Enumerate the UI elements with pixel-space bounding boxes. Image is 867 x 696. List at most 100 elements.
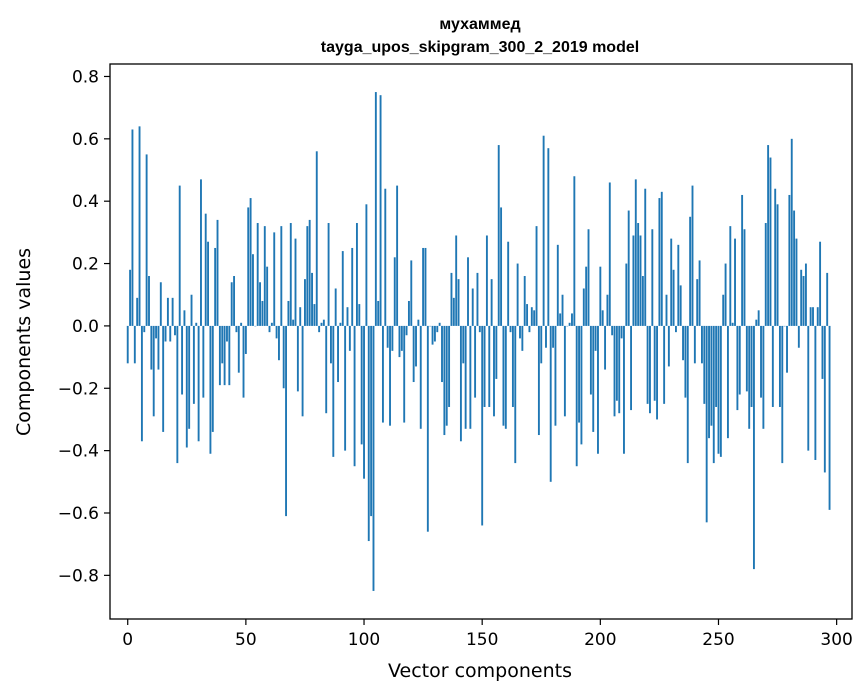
bar — [530, 307, 533, 326]
bar — [327, 223, 330, 326]
bar — [511, 325, 514, 407]
bar — [613, 325, 616, 417]
bar — [294, 238, 297, 326]
x-tick-label: 250 — [702, 630, 734, 650]
bar — [379, 95, 382, 326]
bar — [370, 325, 373, 517]
bar — [495, 325, 498, 379]
bar — [504, 325, 507, 429]
x-tick-label: 200 — [584, 630, 616, 650]
y-tick-label: 0.4 — [72, 192, 99, 212]
bar — [426, 325, 429, 532]
bar — [190, 294, 193, 326]
bar — [433, 325, 436, 342]
y-tick-label: 0.6 — [72, 130, 99, 150]
bar — [696, 279, 699, 326]
x-tick-label: 50 — [235, 630, 257, 650]
bar — [651, 229, 654, 326]
plot-frame — [109, 63, 853, 620]
bar — [573, 176, 576, 326]
bar — [166, 297, 169, 326]
bar — [708, 325, 710, 439]
bar — [358, 304, 361, 326]
x-tick-label: 150 — [466, 630, 498, 650]
bar — [424, 247, 427, 326]
bar — [712, 325, 715, 464]
bar — [786, 325, 788, 373]
bar — [474, 325, 477, 398]
bar — [533, 310, 536, 326]
bar — [445, 325, 448, 426]
bar — [252, 254, 254, 326]
bar — [185, 325, 188, 448]
bar — [802, 276, 805, 326]
bar — [330, 325, 332, 364]
bar — [304, 279, 306, 326]
bar — [176, 325, 179, 464]
bar — [585, 266, 588, 326]
bar — [646, 325, 649, 404]
bar — [611, 325, 614, 336]
bar — [736, 325, 739, 411]
y-tick-label: −0.8 — [58, 566, 99, 586]
bar — [334, 288, 337, 326]
bar — [599, 266, 602, 326]
bar — [183, 310, 186, 326]
bar — [767, 145, 770, 326]
bar — [540, 325, 543, 364]
bar — [717, 325, 720, 454]
bar — [266, 266, 269, 326]
bar — [438, 322, 441, 326]
bar — [422, 247, 425, 326]
bar — [563, 325, 566, 417]
bar — [332, 325, 335, 457]
bar — [273, 232, 276, 326]
bar — [157, 325, 160, 370]
bar — [537, 325, 540, 436]
bar — [698, 260, 701, 326]
bar — [367, 325, 370, 542]
bar — [719, 325, 722, 457]
bar — [202, 325, 205, 398]
bar — [649, 325, 651, 414]
bar — [575, 325, 578, 467]
bar — [140, 325, 143, 442]
bar — [268, 325, 271, 333]
bar — [812, 307, 814, 326]
bar — [216, 219, 219, 326]
bar — [351, 247, 354, 326]
bar — [750, 325, 753, 407]
bar — [665, 294, 668, 326]
bar — [535, 226, 538, 326]
y-tick-label: −0.2 — [58, 379, 99, 399]
bar — [325, 325, 328, 414]
bar — [355, 223, 358, 326]
bar — [249, 198, 252, 326]
bar — [705, 325, 708, 523]
bar — [363, 325, 365, 479]
bar — [242, 325, 245, 398]
bar — [311, 272, 313, 326]
bar — [296, 325, 299, 392]
bar — [618, 325, 621, 414]
bar — [365, 204, 368, 326]
bar — [339, 322, 342, 326]
bar — [587, 229, 590, 326]
bar — [589, 325, 592, 395]
bar — [318, 325, 321, 333]
bar — [788, 194, 791, 326]
bar — [816, 307, 819, 326]
bar — [389, 325, 391, 426]
bar — [464, 325, 467, 429]
bar — [748, 325, 751, 429]
bar-series — [126, 92, 831, 591]
bar — [819, 241, 822, 326]
bar — [197, 325, 200, 442]
bar — [826, 272, 829, 326]
bar — [410, 260, 413, 326]
bar — [781, 325, 784, 464]
bar — [315, 151, 318, 326]
bar — [604, 325, 607, 370]
bar — [483, 325, 486, 407]
bar — [795, 238, 798, 326]
